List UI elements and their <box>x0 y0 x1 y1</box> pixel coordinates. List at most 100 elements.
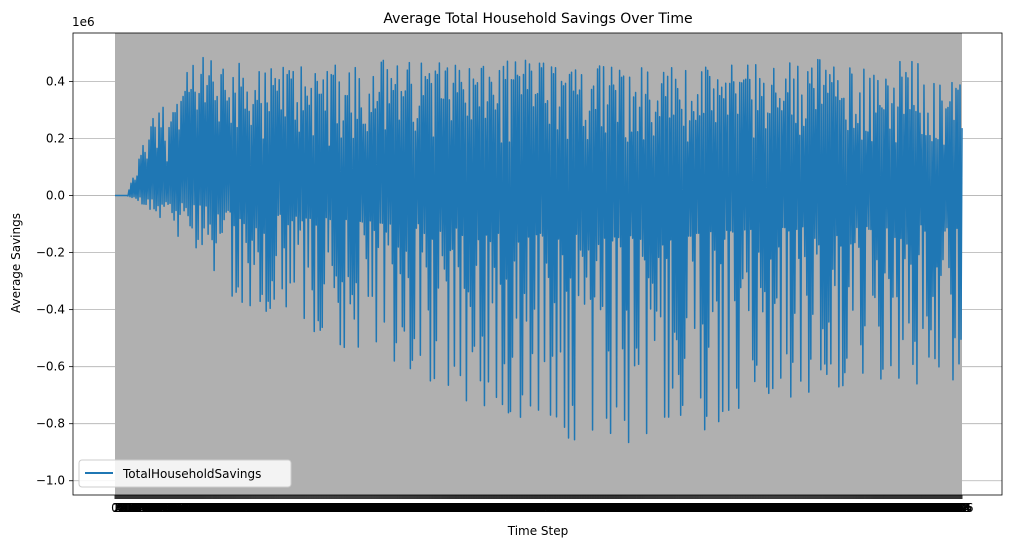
x-tick-label: 38 <box>145 501 160 515</box>
x-tick-label: 846 <box>951 501 974 515</box>
x-tick-label: 488 <box>592 501 615 515</box>
x-tick-label: 469 <box>573 501 596 515</box>
x-tick-label: 535 <box>639 501 662 515</box>
x-tick-label: 468 <box>572 501 595 515</box>
x-tick-label: 834 <box>939 501 962 515</box>
x-tick-label: 512 <box>616 501 639 515</box>
x-tick-label: 813 <box>918 501 941 515</box>
x-tick-label: 627 <box>731 501 754 515</box>
x-tick-label: 428 <box>532 501 555 515</box>
x-tick-label: 366 <box>470 501 493 515</box>
x-tick-label: 659 <box>763 501 786 515</box>
x-tick-label: 499 <box>603 501 626 515</box>
x-tick-label: 325 <box>429 501 452 515</box>
x-tick-label: 250 <box>354 501 377 515</box>
x-tick-label: 694 <box>798 501 821 515</box>
x-tick-label: 17 <box>124 501 139 515</box>
x-tick-label: 358 <box>462 501 485 515</box>
x-tick-label: 162 <box>266 501 289 515</box>
x-tick-label: 54 <box>161 501 176 515</box>
x-tick-label: 626 <box>730 501 753 515</box>
x-tick-label: 473 <box>577 501 600 515</box>
x-tick-label: 157 <box>261 501 284 515</box>
x-tick-label: 437 <box>541 501 564 515</box>
x-tick-label: 12 <box>119 501 134 515</box>
x-tick-label: 508 <box>612 501 635 515</box>
x-tick-label: 550 <box>654 501 677 515</box>
x-tick-label: 372 <box>476 501 499 515</box>
x-tick-label: 569 <box>673 501 696 515</box>
x-tick-label: 311 <box>415 501 438 515</box>
series-line-totalhouseholdsavings <box>115 56 963 444</box>
x-tick-label: 319 <box>423 501 446 515</box>
x-tick-label: 247 <box>351 501 374 515</box>
x-tick-label: 233 <box>337 501 360 515</box>
x-tick-label: 663 <box>767 501 790 515</box>
x-tick-label: 385 <box>489 501 512 515</box>
x-tick-label: 474 <box>578 501 601 515</box>
x-tick-label: 97 <box>204 501 219 515</box>
x-tick-label: 801 <box>905 501 928 515</box>
x-tick-label: 140 <box>244 501 267 515</box>
x-tick-label: 224 <box>328 501 351 515</box>
x-tick-label: 613 <box>717 501 740 515</box>
x-tick-label: 49 <box>156 501 171 515</box>
x-tick-label: 287 <box>391 501 414 515</box>
x-tick-label: 688 <box>792 501 815 515</box>
x-tick-label: 177 <box>281 501 304 515</box>
x-tick-label: 822 <box>927 501 950 515</box>
x-tick-label: 392 <box>496 501 519 515</box>
x-tick-label: 824 <box>929 501 952 515</box>
x-tick-label: 463 <box>567 501 590 515</box>
x-tick-label: 776 <box>880 501 903 515</box>
x-tick-label: 461 <box>565 501 588 515</box>
x-tick-label: 629 <box>733 501 756 515</box>
x-tick-label: 578 <box>682 501 705 515</box>
x-tick-label: 807 <box>912 501 935 515</box>
x-tick-label: 1 <box>112 501 120 515</box>
x-tick-label: 327 <box>431 501 454 515</box>
x-tick-label: 838 <box>943 501 966 515</box>
x-tick-label: 552 <box>656 501 679 515</box>
x-tick-label: 291 <box>395 501 418 515</box>
x-tick-label: 367 <box>471 501 494 515</box>
x-tick-label: 321 <box>425 501 448 515</box>
x-tick-label: 41 <box>148 501 163 515</box>
x-tick-label: 506 <box>610 501 633 515</box>
x-tick-label: 7 <box>118 501 126 515</box>
x-tick-label: 18 <box>125 501 140 515</box>
x-tick-label: 806 <box>910 501 933 515</box>
x-tick-label: 134 <box>238 501 261 515</box>
x-tick-label: 309 <box>413 501 436 515</box>
x-tick-label: 590 <box>694 501 717 515</box>
x-tick-label: 419 <box>523 501 546 515</box>
x-tick-label: 292 <box>396 501 419 515</box>
x-tick-label: 828 <box>933 501 956 515</box>
x-tick-label: 558 <box>662 501 685 515</box>
x-tick-label: 485 <box>589 501 612 515</box>
x-tick-label: 335 <box>439 501 462 515</box>
x-tick-label: 787 <box>891 501 914 515</box>
x-tick-label: 741 <box>845 501 868 515</box>
x-tick-label: 447 <box>551 501 574 515</box>
x-tick-label: 840 <box>945 501 968 515</box>
x-tick-label: 736 <box>840 501 863 515</box>
x-tick-label: 58 <box>165 501 180 515</box>
x-tick-label: 570 <box>674 501 697 515</box>
x-tick-label: 825 <box>930 501 953 515</box>
x-tick-label: 740 <box>844 501 867 515</box>
x-tick-label: 316 <box>420 501 443 515</box>
x-tick-label: 690 <box>794 501 817 515</box>
x-tick-label: 326 <box>430 501 453 515</box>
x-tick-label: 472 <box>576 501 599 515</box>
x-tick-label: 819 <box>924 501 947 515</box>
x-tick-label: 549 <box>653 501 676 515</box>
x-tick-label: 725 <box>829 501 852 515</box>
x-tick-label: 154 <box>258 501 281 515</box>
x-tick-label: 295 <box>399 501 422 515</box>
x-tick-label: 88 <box>195 501 210 515</box>
x-tick-label: 511 <box>615 501 638 515</box>
y-tick-label: 0.4 <box>46 74 65 88</box>
x-tick-label: 402 <box>506 501 529 515</box>
x-tick-label: 491 <box>595 501 618 515</box>
